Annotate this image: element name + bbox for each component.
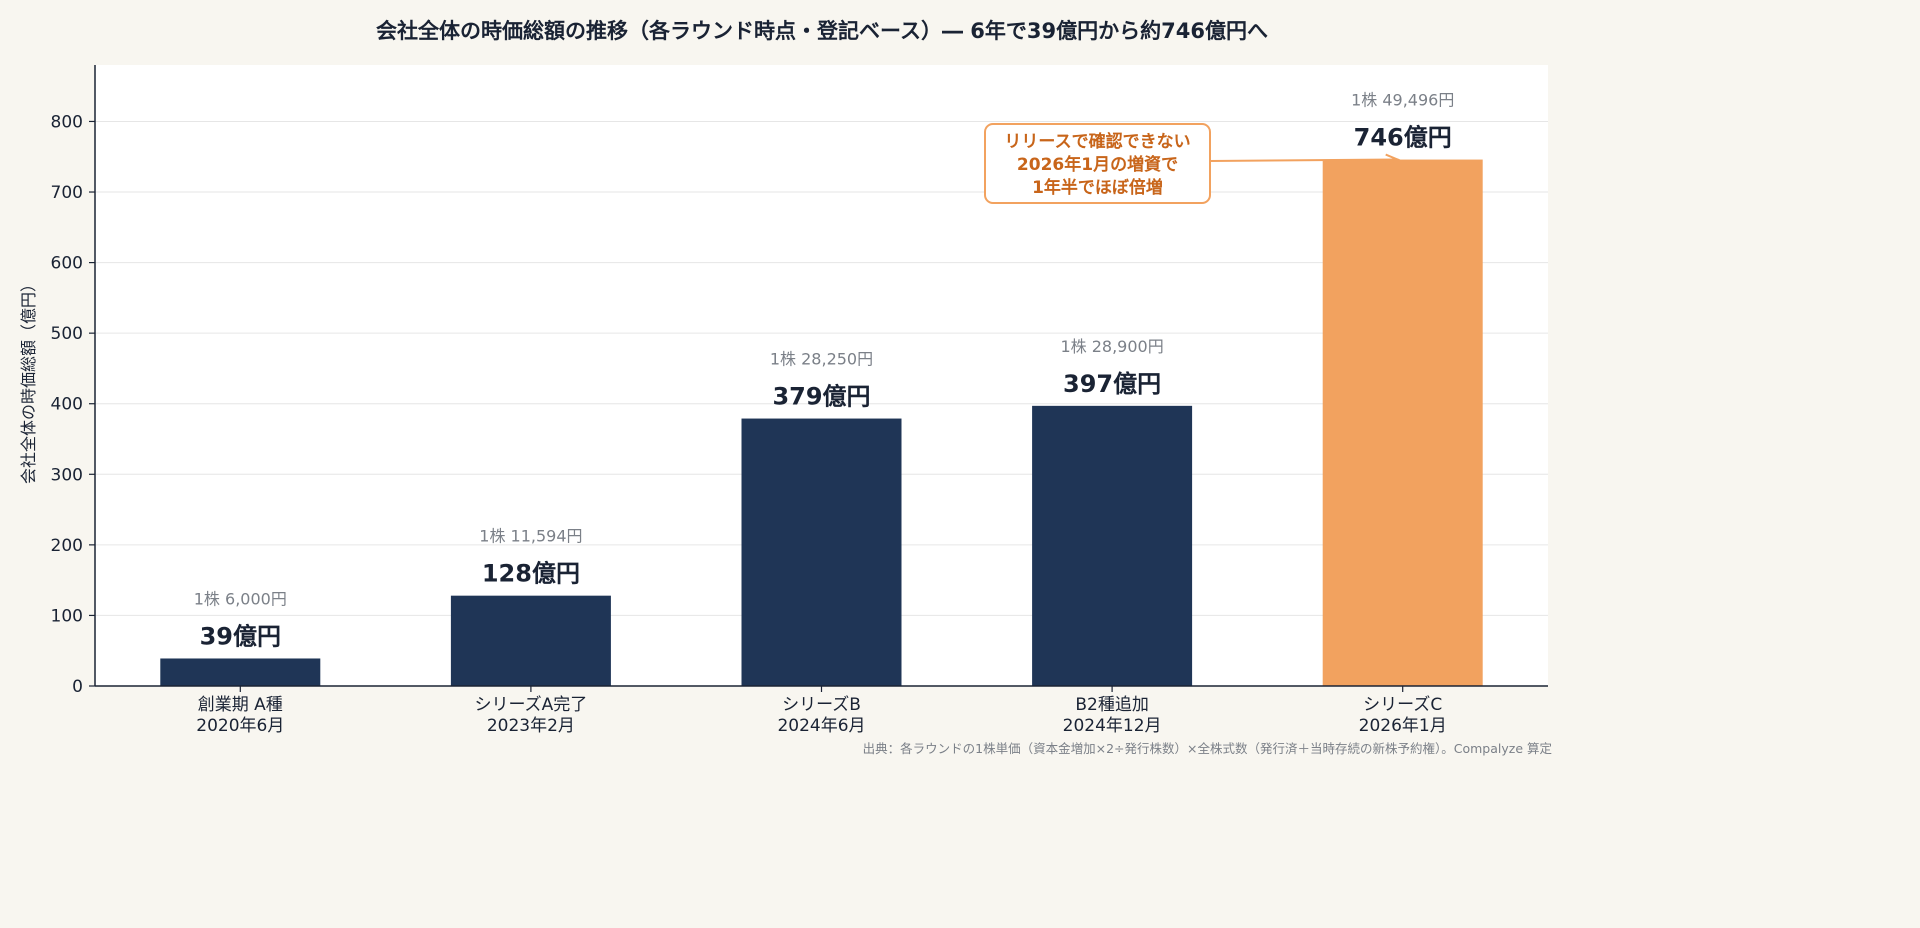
y-ticks: 0 100 200 300 400 500 600 700 800 — [51, 112, 95, 697]
x-tick-label: 創業期 A種 — [198, 695, 283, 715]
bar — [450, 595, 611, 686]
bar-price-label: 1株 28,250円 — [770, 350, 873, 369]
y-tick-label: 200 — [51, 536, 83, 556]
annotation-arrowhead — [1385, 153, 1401, 166]
bar — [1032, 405, 1193, 686]
y-tick-label: 800 — [51, 112, 83, 132]
y-tick-label: 500 — [51, 324, 83, 344]
bar-value-label: 746億円 — [1354, 124, 1452, 152]
y-tick-label: 700 — [51, 183, 83, 203]
x-tick-label: 2024年12月 — [1063, 716, 1162, 736]
bar-price-label: 1株 28,900円 — [1060, 337, 1163, 356]
annotation-line: 2026年1月の増資で — [1017, 154, 1178, 175]
x-tick-label: シリーズB — [782, 695, 861, 715]
x-tick-label: 2024年6月 — [777, 716, 865, 736]
x-tick-label: 2020年6月 — [196, 716, 284, 736]
y-tick-label: 400 — [51, 395, 83, 415]
bar-price-label: 1株 49,496円 — [1351, 91, 1454, 110]
bar — [160, 658, 321, 686]
annotation-line: リリースで確認できない — [1004, 131, 1190, 152]
x-tick-label: B2種追加 — [1075, 695, 1148, 715]
annotation-arrow — [1209, 158, 1398, 162]
y-tick-label: 0 — [72, 677, 83, 697]
bars — [160, 159, 1483, 686]
x-tick-label: シリーズA完了 — [475, 695, 588, 715]
annotation-line: 1年半でほぼ倍増 — [1032, 177, 1163, 198]
y-tick-label: 100 — [51, 606, 83, 626]
x-tick-label: 2026年1月 — [1359, 716, 1447, 736]
y-axis-label: 会社全体の時価総額（億円） — [19, 276, 38, 484]
bar-labels: 39億円 1株 6,000円 128億円 1株 11,594円 379億円 1株 28,2… — [194, 91, 1455, 651]
x-tick-label: 2023年2月 — [487, 716, 575, 736]
bar-value-label: 39億円 — [200, 622, 281, 650]
chart-title: 会社全体の時価総額の推移（各ラウンド時点・登記ベース）― 6年で39億円から約7… — [376, 19, 1268, 43]
annotation: リリースで確認できない 2026年1月の増資で 1年半でほぼ倍増 — [984, 123, 1401, 204]
y-tick-label: 600 — [51, 254, 83, 274]
bar-value-label: 397億円 — [1063, 370, 1161, 398]
bar — [741, 418, 902, 686]
bar-price-label: 1株 11,594円 — [479, 527, 582, 546]
source-note: 出典：各ラウンドの1株単価（資本金増加×2÷発行株数）×全株式数（発行済＋当時存… — [863, 741, 1552, 756]
y-tick-label: 300 — [51, 465, 83, 485]
bar — [1322, 159, 1483, 686]
annotation-box — [984, 123, 1211, 204]
bar-chart: 会社全体の時価総額の推移（各ラウンド時点・登記ベース）― 6年で39億円から約7… — [19, 19, 1552, 756]
bar-value-label: 128億円 — [482, 560, 580, 588]
chart: 会社全体の時価総額の推移（各ラウンド時点・登記ベース）― 6年で39億円から約7… — [19, 19, 1552, 756]
bar-price-label: 1株 6,000円 — [194, 589, 287, 608]
annotation-text: リリースで確認できない 2026年1月の増資で 1年半でほぼ倍増 — [1004, 131, 1190, 198]
bar-value-label: 379億円 — [772, 383, 870, 411]
x-tick-label: シリーズC — [1363, 695, 1442, 715]
